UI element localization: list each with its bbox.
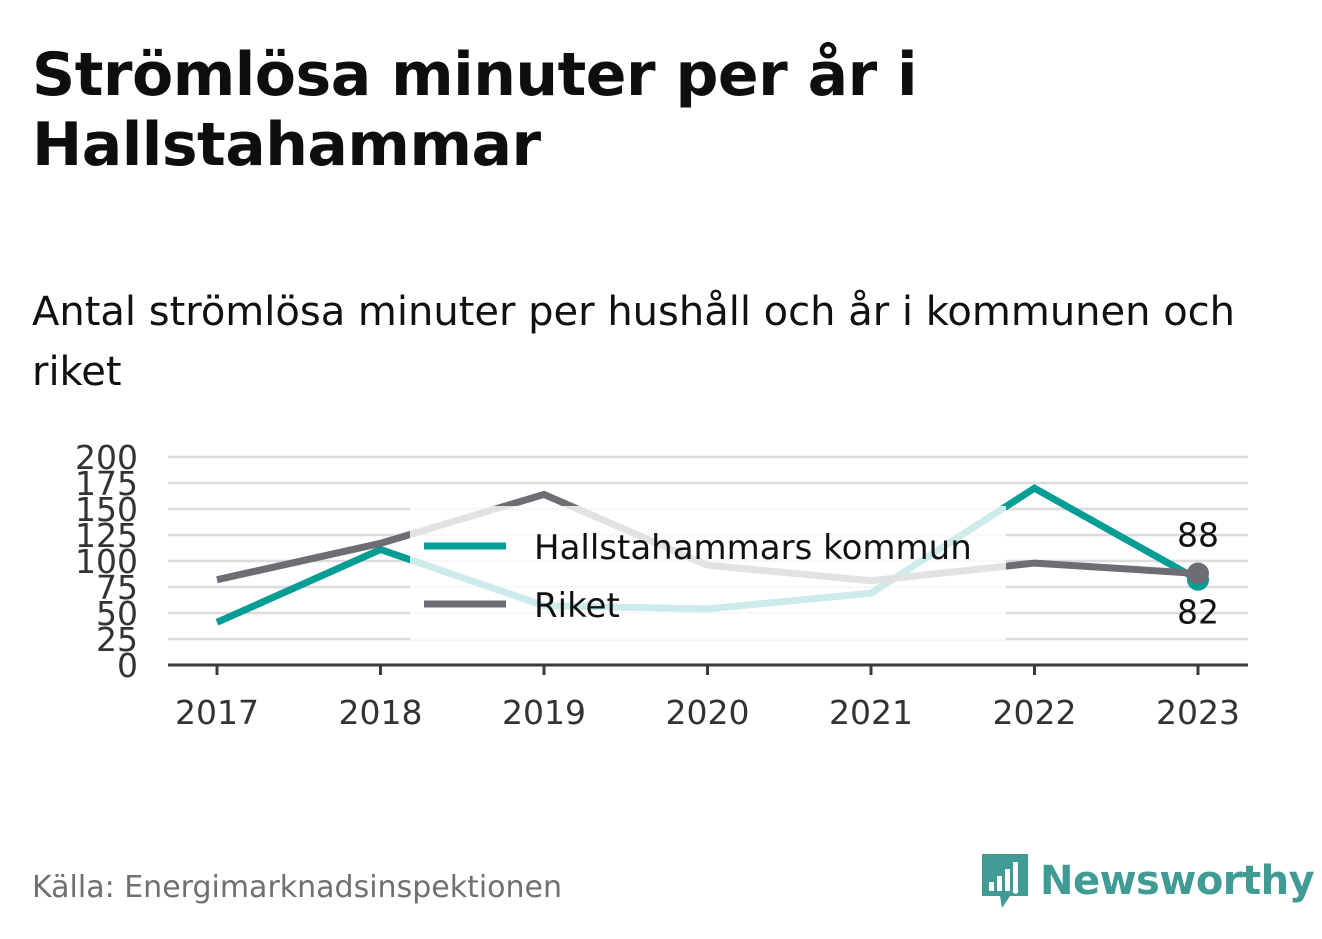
y-tick-label: 50 bbox=[96, 594, 138, 633]
end-label-kommun: 82 bbox=[1177, 593, 1219, 632]
x-tick-label: 2017 bbox=[175, 693, 259, 732]
x-tick-label: 2021 bbox=[829, 693, 913, 732]
y-tick-label: 0 bbox=[117, 646, 138, 685]
x-tick-label: 2018 bbox=[339, 693, 423, 732]
y-tick-label: 175 bbox=[75, 464, 138, 503]
end-point-riket bbox=[1187, 562, 1209, 585]
legend-background bbox=[410, 506, 1006, 640]
x-tick-label: 2019 bbox=[502, 693, 586, 732]
x-tick-label: 2022 bbox=[993, 693, 1077, 732]
bar-chart-speech-bubble-icon bbox=[982, 854, 1028, 908]
source-note: Källa: Energimarknadsinspektionen bbox=[32, 870, 563, 905]
y-tick-label: 25 bbox=[96, 620, 138, 659]
newsworthy-logo: Newsworthy bbox=[980, 850, 1315, 912]
brand-name: Newsworthy bbox=[1040, 858, 1315, 904]
x-axis-ticks: 2017 2018 2019 2020 2021 2022 2023 bbox=[175, 693, 1240, 732]
y-tick-label: 150 bbox=[75, 490, 138, 529]
y-tick-label: 125 bbox=[75, 516, 138, 555]
end-labels: 88 82 bbox=[1177, 515, 1219, 631]
y-tick-label: 75 bbox=[96, 568, 138, 607]
chart-subtitle: Antal strömlösa minuter per hushåll och … bbox=[32, 289, 1236, 395]
x-tick-label: 2023 bbox=[1156, 693, 1240, 732]
x-axis bbox=[168, 663, 1248, 675]
x-tick-label: 2020 bbox=[666, 693, 750, 732]
legend-label-kommun: Hallstahammars kommun bbox=[534, 528, 972, 568]
y-tick-label: 100 bbox=[75, 542, 138, 581]
chart-title: Strömlösa minuter per år i Hallstahammar bbox=[32, 40, 918, 180]
legend-label-riket: Riket bbox=[534, 586, 620, 626]
y-tick-label: 200 bbox=[75, 438, 138, 477]
end-label-riket: 88 bbox=[1177, 515, 1219, 554]
legend: Hallstahammars kommun Riket bbox=[410, 506, 1006, 640]
